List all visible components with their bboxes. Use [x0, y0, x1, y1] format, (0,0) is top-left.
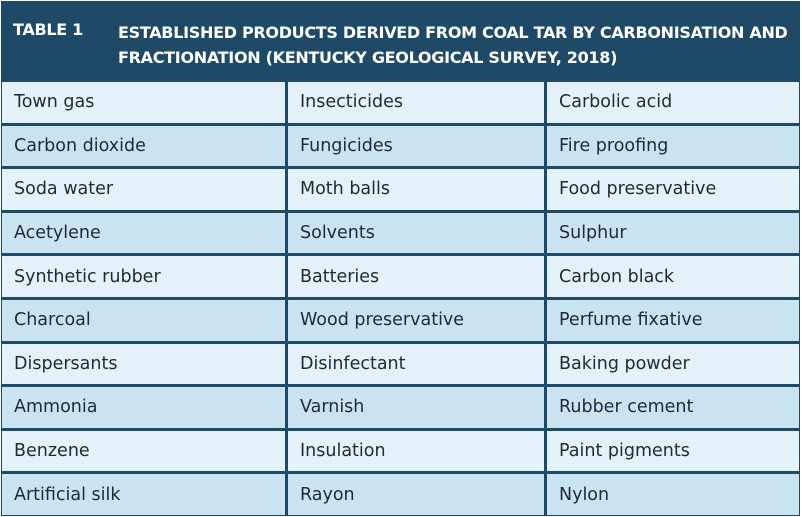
table-cell: Insulation — [288, 430, 544, 472]
table-cell: Benzene — [2, 430, 285, 472]
table-cell: Town gas — [2, 82, 285, 123]
table-cell: Wood preservative — [288, 299, 544, 341]
table-cell: Baking powder — [547, 343, 799, 385]
table-cell: Disinfectant — [288, 343, 544, 385]
table-cell: Fungicides — [288, 125, 544, 167]
table-cell: Rubber cement — [547, 387, 799, 428]
table-cell: Sulphur — [547, 212, 799, 254]
table-cell: Artificial silk — [2, 474, 285, 515]
table-cell: Carbon dioxide — [2, 125, 285, 167]
table-cell: Food preservative — [547, 169, 799, 210]
table-cell: Nylon — [547, 474, 799, 515]
table-cell: Charcoal — [2, 299, 285, 341]
table-title: ESTABLISHED PRODUCTS DERIVED FROM COAL T… — [118, 23, 788, 67]
table-body: Town gas Insecticides Carbolic acid Carb… — [2, 82, 799, 515]
table-header: TABLE 1 ESTABLISHED PRODUCTS DERIVED FRO… — [1, 1, 800, 79]
table-cell: Perfume fixative — [547, 299, 799, 341]
table-cell: Solvents — [288, 212, 544, 254]
table-cell: Varnish — [288, 387, 544, 428]
table-cell: Carbon black — [547, 256, 799, 297]
table-cell: Ammonia — [2, 387, 285, 428]
table-cell: Insecticides — [288, 82, 544, 123]
table-cell: Synthetic rubber — [2, 256, 285, 297]
table-label: TABLE 1 — [13, 20, 83, 39]
table-cell: Fire proofing — [547, 125, 799, 167]
table-cell: Carbolic acid — [547, 82, 799, 123]
table-cell: Dispersants — [2, 343, 285, 385]
table-cell: Paint pigments — [547, 430, 799, 472]
table-cell: Rayon — [288, 474, 544, 515]
table-cell: Moth balls — [288, 169, 544, 210]
table-cell: Acetylene — [2, 212, 285, 254]
table-cell: Soda water — [2, 169, 285, 210]
table-cell: Batteries — [288, 256, 544, 297]
